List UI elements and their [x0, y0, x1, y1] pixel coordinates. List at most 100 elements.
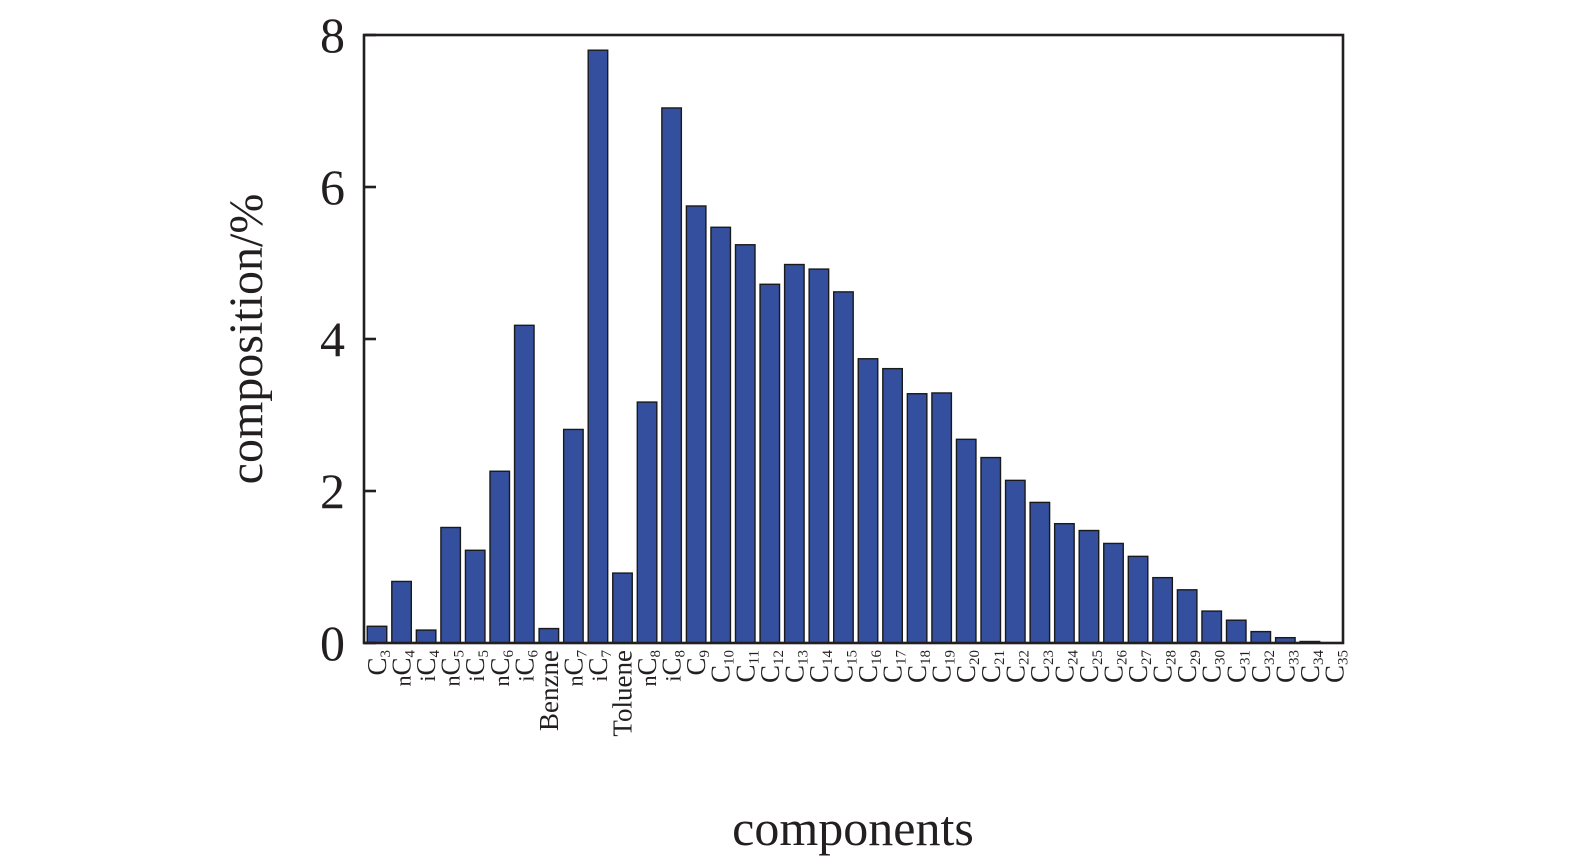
- y-axis-title: composition/%: [220, 194, 273, 485]
- x-tick-main: C: [681, 658, 711, 676]
- x-tick-subscript: 19: [943, 650, 959, 665]
- x-tick-main: C: [1123, 665, 1153, 683]
- bar: [955, 438, 977, 644]
- x-tick-main: C: [411, 658, 441, 676]
- x-tick-label: C26: [1099, 650, 1131, 684]
- x-tick-label: nC8: [632, 650, 664, 687]
- x-tick-main: C: [657, 658, 687, 676]
- x-tick-subscript: 6: [525, 650, 541, 658]
- bar: [415, 629, 437, 644]
- x-tick-main: C: [829, 665, 859, 683]
- x-tick-main: C: [460, 658, 490, 676]
- x-tick-prefix: i: [513, 676, 538, 682]
- bar: [661, 107, 683, 644]
- bar: [464, 549, 486, 644]
- x-tick-subscript: 15: [845, 650, 861, 665]
- bar: [734, 244, 756, 644]
- x-tick-main: C: [1000, 665, 1030, 683]
- x-tick-subscript: 17: [894, 650, 910, 666]
- x-tick-label: iC4: [411, 650, 443, 682]
- x-tick-main: C: [1074, 665, 1104, 683]
- x-tick-subscript: 8: [673, 650, 689, 658]
- x-tick-subscript: 10: [722, 650, 738, 665]
- bar: [857, 358, 879, 644]
- x-tick-main: C: [558, 658, 588, 676]
- x-tick-label: C15: [829, 650, 861, 683]
- x-tick-label: C33: [1270, 650, 1302, 683]
- x-tick-main: C: [927, 665, 957, 683]
- x-tick-main: Benzne: [534, 650, 564, 731]
- x-tick-label: C35: [1320, 650, 1352, 683]
- bar: [538, 627, 560, 644]
- bar: [1029, 501, 1051, 644]
- x-tick-subscript: 6: [501, 650, 517, 658]
- x-tick-prefix: n: [391, 676, 416, 687]
- x-tick-subscript: 29: [1188, 650, 1204, 665]
- x-tick-subscript: 16: [869, 650, 885, 666]
- x-tick-subscript: 4: [403, 650, 419, 658]
- bar: [1201, 610, 1223, 644]
- x-tick-subscript: 31: [1237, 650, 1253, 665]
- x-tick-subscript: 25: [1090, 650, 1106, 665]
- bar: [980, 456, 1002, 644]
- bar: [906, 393, 928, 644]
- x-tick-main: C: [1025, 665, 1055, 683]
- x-tick-main: C: [976, 665, 1006, 683]
- bar: [685, 205, 707, 644]
- bar: [1078, 529, 1100, 644]
- x-tick-main: C: [1270, 665, 1300, 683]
- x-tick-label: nC4: [387, 650, 419, 687]
- x-tick-label: C17: [878, 650, 910, 684]
- bar: [1004, 479, 1026, 644]
- x-tick-label: C31: [1221, 650, 1253, 683]
- x-tick-prefix: i: [464, 676, 489, 682]
- x-tick-prefix: n: [489, 676, 514, 687]
- x-tick-subscript: 7: [599, 650, 615, 658]
- x-tick-subscript: 26: [1115, 650, 1131, 666]
- y-tick-label: 8: [320, 7, 345, 63]
- x-tick-main: C: [951, 665, 981, 683]
- x-tick-label: C11: [730, 650, 762, 682]
- x-tick-subscript: 5: [476, 650, 492, 658]
- bar: [808, 268, 830, 644]
- bar: [833, 291, 854, 644]
- x-tick-label: iC5: [460, 650, 492, 682]
- x-tick-label: nC7: [558, 650, 590, 687]
- x-tick-subscript: 21: [992, 650, 1008, 665]
- x-tick-prefix: i: [661, 676, 686, 682]
- bar: [1225, 619, 1247, 644]
- x-tick-label: Toluene: [608, 650, 638, 737]
- bar: [759, 283, 781, 644]
- bar: [440, 526, 462, 644]
- x-tick-label: C29: [1172, 650, 1204, 683]
- x-tick-label: Benzne: [534, 650, 564, 731]
- bar: [636, 401, 658, 644]
- x-tick-subscript: 3: [378, 650, 394, 658]
- x-tick-main: C: [1295, 665, 1325, 683]
- x-tick-main: C: [1099, 665, 1129, 683]
- x-tick-label: C28: [1148, 650, 1180, 683]
- x-tick-label: C13: [779, 650, 811, 683]
- bar: [931, 392, 953, 644]
- x-tick-subscript: 23: [1041, 650, 1057, 665]
- x-tick-main: C: [1221, 665, 1251, 683]
- x-tick-label: C21: [976, 650, 1008, 683]
- x-tick-prefix: n: [562, 676, 587, 687]
- x-tick-main: C: [436, 658, 466, 676]
- y-tick-label: 0: [320, 615, 345, 671]
- bar: [562, 428, 584, 644]
- x-tick-subscript: 30: [1213, 650, 1229, 665]
- x-tick-main: C: [755, 665, 785, 683]
- bars-group: [366, 49, 1321, 644]
- x-tick-main: C: [1172, 665, 1202, 683]
- x-tick-main: Toluene: [608, 650, 638, 737]
- x-tick-main: C: [1320, 665, 1350, 683]
- bar: [1103, 542, 1124, 644]
- x-tick-main: C: [583, 658, 613, 676]
- x-tick-label: C20: [951, 650, 983, 683]
- x-tick-main: C: [387, 658, 417, 676]
- bar: [513, 324, 535, 644]
- x-tick-prefix: i: [415, 676, 440, 682]
- y-tick-label: 4: [320, 311, 345, 367]
